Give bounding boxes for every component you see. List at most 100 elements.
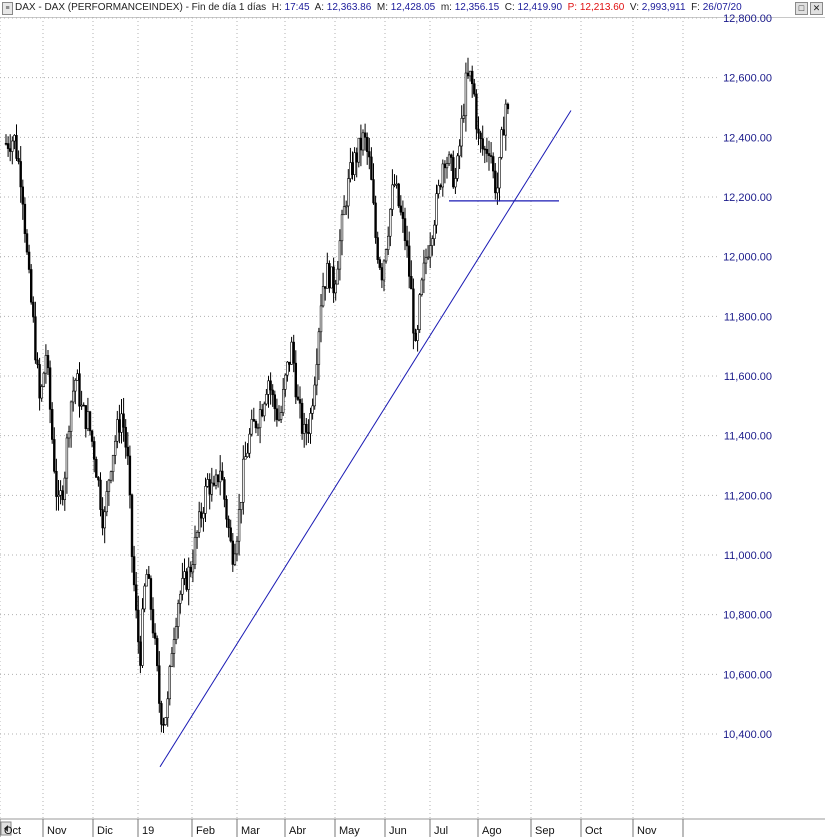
ohlc-bar — [334, 279, 337, 301]
ohlc-bar — [170, 647, 174, 668]
ohlc-bar — [36, 352, 39, 369]
scroll-left-icon — [4, 825, 8, 832]
x-tick-label: May — [339, 825, 360, 837]
x-tick-label: Sep — [535, 825, 555, 837]
f-value: 26/07/20 — [702, 2, 742, 13]
ohlc-bar — [174, 617, 178, 645]
ohlc-bar — [74, 378, 77, 405]
ohlc-bar — [147, 565, 150, 580]
ohlc-bar — [357, 137, 360, 168]
h-label: H: — [271, 2, 282, 13]
ohlc-bar — [124, 419, 127, 459]
close-button[interactable]: ✕ — [810, 2, 823, 15]
ohlc-bar — [223, 477, 226, 508]
ohlc-bar — [122, 397, 125, 442]
ohlc-bar — [76, 369, 79, 381]
symbol-label: DAX - DAX (PERFORMANCEINDEX) - Fin de dí… — [15, 2, 267, 13]
restore-button[interactable]: □ — [795, 2, 808, 15]
ohlc-bar — [111, 454, 115, 482]
ohlc-bar — [414, 328, 417, 342]
ohlc-bar — [391, 169, 394, 217]
ohlc-bar — [496, 172, 499, 205]
ohlc-bar — [410, 260, 413, 290]
ohlc-bar — [281, 377, 285, 416]
ohlc-bar — [88, 410, 92, 436]
ohlc-bar — [405, 225, 409, 258]
chart-header: ≡ DAX - DAX (PERFORMANCEINDEX) - Fin de … — [0, 0, 825, 18]
ohlc-bar — [412, 278, 415, 350]
ohlc-bar — [462, 103, 465, 123]
x-tick-label: Dic — [97, 825, 113, 837]
ohlc-bar — [340, 209, 344, 256]
y-tick-label: 11,800.00 — [724, 311, 772, 323]
ohlc-bar — [187, 557, 190, 606]
ohlc-bar — [374, 195, 377, 244]
ohlc-bar — [143, 583, 146, 613]
ohlc-bar — [397, 182, 400, 208]
ohlc-bar — [158, 651, 161, 713]
ohlc-bar — [118, 404, 121, 444]
ohlc-bar — [380, 263, 384, 289]
ohlc-bar — [34, 301, 37, 364]
ohlc-bar — [317, 327, 321, 381]
ohlc-bar — [50, 402, 54, 444]
y-tick-label: 12,800.00 — [723, 13, 772, 25]
ohlc-bar — [500, 126, 503, 160]
ohlc-bar — [97, 476, 100, 487]
y-tick-label: 10,400.00 — [723, 729, 772, 741]
ohlc-bar — [370, 147, 373, 181]
ohlc-bar — [347, 169, 350, 219]
ohlc-bar — [242, 445, 245, 515]
ohlc-bar — [151, 597, 155, 639]
ohlc-bar — [219, 455, 222, 496]
ohlc-bar — [25, 229, 29, 255]
ohlc-bar — [475, 89, 478, 140]
ohlc-bar — [105, 481, 109, 517]
ohlc-bar — [464, 62, 468, 132]
ohlc-bar — [359, 124, 363, 167]
trendline[interactable] — [159, 110, 572, 768]
ohlc-bar — [166, 691, 169, 727]
ohlc-bar — [57, 479, 60, 511]
ohlc-bar — [17, 150, 20, 165]
ohlc-bar — [126, 432, 130, 465]
ohlc-bar — [407, 231, 411, 289]
ohlc-bar — [109, 470, 113, 484]
ohlc-bar — [149, 575, 153, 621]
ohlc-bar — [273, 390, 276, 422]
ohlc-bar — [275, 398, 279, 427]
ohlc-bar — [454, 167, 457, 195]
ohlc-bar — [424, 248, 428, 275]
ohlc-bar — [29, 264, 33, 305]
ohlc-bar — [95, 456, 98, 478]
ohlc-bar — [168, 664, 171, 706]
ohlc-bar — [288, 361, 291, 372]
ohlc-bar — [307, 419, 310, 443]
y-tick-label: 12,600.00 — [723, 73, 772, 85]
x-tick-label: Nov — [47, 825, 67, 837]
ohlc-bar — [32, 296, 35, 323]
ohlc-bar — [206, 473, 209, 488]
m-value: 12,428.05 — [390, 2, 436, 13]
ohlc-bar — [286, 361, 289, 382]
ohlc-bar — [284, 373, 287, 397]
ohlc-bar — [9, 134, 12, 162]
chart-window-icon[interactable]: ≡ — [2, 2, 13, 15]
ohlc-bar — [420, 277, 423, 297]
ohlc-bar — [254, 419, 258, 434]
ohlc-bar — [237, 493, 241, 556]
x-tick-label: Jul — [434, 825, 448, 837]
ohlc-bar — [342, 195, 346, 216]
x-tick-label: 19 — [142, 825, 154, 837]
ohlc-bar — [99, 472, 102, 517]
m-label: M: — [376, 2, 388, 13]
ohlc-bar — [416, 324, 419, 352]
ohlc-bar — [277, 405, 281, 422]
ohlc-bar — [195, 530, 199, 549]
ohlc-bar — [403, 207, 407, 251]
ohlc-bar — [233, 543, 237, 567]
ohlc-bar — [135, 572, 138, 619]
ohlc-bar — [210, 467, 213, 502]
ohlc-bar — [431, 235, 434, 256]
